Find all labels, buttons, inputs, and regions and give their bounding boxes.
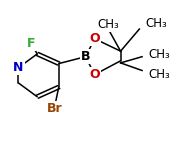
Text: B: B — [81, 50, 90, 63]
Text: F: F — [27, 37, 35, 50]
Text: CH₃: CH₃ — [97, 18, 119, 31]
Text: CH₃: CH₃ — [146, 17, 167, 30]
Text: O: O — [89, 68, 100, 81]
Text: CH₃: CH₃ — [148, 48, 170, 61]
Text: N: N — [13, 61, 24, 74]
Text: Br: Br — [46, 102, 62, 115]
Text: O: O — [89, 32, 100, 45]
Text: CH₃: CH₃ — [148, 68, 170, 81]
